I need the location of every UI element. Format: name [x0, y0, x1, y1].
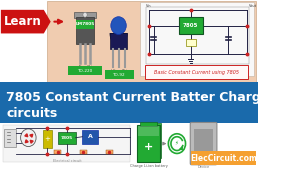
Text: Electrical circuit: Electrical circuit [52, 159, 81, 163]
FancyBboxPatch shape [74, 12, 96, 18]
Text: LM7805: LM7805 [75, 22, 95, 26]
FancyBboxPatch shape [105, 70, 134, 79]
Text: Ground: Ground [79, 65, 91, 69]
FancyBboxPatch shape [145, 65, 248, 79]
Text: +: + [44, 136, 50, 142]
Circle shape [21, 129, 36, 147]
Circle shape [111, 17, 126, 34]
FancyBboxPatch shape [54, 150, 61, 154]
Polygon shape [110, 33, 127, 45]
FancyBboxPatch shape [80, 150, 87, 154]
Text: Out: Out [87, 65, 93, 69]
Text: In: In [78, 65, 82, 69]
FancyBboxPatch shape [140, 122, 157, 126]
FancyBboxPatch shape [82, 130, 98, 144]
FancyBboxPatch shape [58, 132, 76, 144]
FancyBboxPatch shape [190, 123, 217, 165]
Text: Out: Out [121, 69, 128, 73]
FancyBboxPatch shape [179, 17, 203, 34]
FancyBboxPatch shape [47, 1, 256, 82]
Text: Charge Li-ion battery: Charge Li-ion battery [130, 164, 167, 168]
Text: +: + [144, 142, 153, 152]
Text: ⚡: ⚡ [175, 141, 179, 146]
FancyBboxPatch shape [4, 129, 16, 147]
FancyBboxPatch shape [141, 123, 161, 158]
FancyBboxPatch shape [106, 150, 112, 154]
Text: circuits: circuits [6, 107, 57, 120]
Text: ElecCircuit.com: ElecCircuit.com [190, 154, 257, 163]
FancyBboxPatch shape [140, 2, 254, 76]
FancyBboxPatch shape [194, 129, 213, 156]
Circle shape [168, 134, 185, 153]
Circle shape [83, 12, 87, 17]
FancyBboxPatch shape [185, 39, 196, 46]
FancyBboxPatch shape [3, 125, 130, 162]
Text: TO-220: TO-220 [77, 69, 93, 73]
FancyBboxPatch shape [0, 82, 258, 123]
FancyBboxPatch shape [76, 17, 94, 44]
FancyBboxPatch shape [137, 125, 160, 162]
FancyBboxPatch shape [68, 66, 102, 75]
Text: 7805 Constant Current Batter Charger: 7805 Constant Current Batter Charger [6, 91, 275, 104]
Text: In: In [111, 69, 114, 73]
Text: 7805: 7805 [61, 136, 73, 140]
Text: Basic Constant Current using 7805: Basic Constant Current using 7805 [154, 70, 239, 75]
Text: Vout: Vout [249, 4, 257, 8]
Text: A: A [88, 134, 93, 139]
Text: Learn: Learn [4, 15, 41, 28]
FancyBboxPatch shape [191, 151, 256, 165]
FancyBboxPatch shape [110, 33, 127, 49]
FancyBboxPatch shape [76, 20, 94, 29]
Text: Vin: Vin [146, 4, 152, 8]
FancyBboxPatch shape [43, 130, 52, 148]
Text: 7805: 7805 [183, 23, 198, 28]
Text: Device: Device [197, 165, 210, 169]
Polygon shape [1, 10, 51, 33]
FancyBboxPatch shape [138, 126, 159, 136]
Text: TO-92: TO-92 [112, 73, 125, 77]
Text: Ground: Ground [113, 69, 124, 73]
